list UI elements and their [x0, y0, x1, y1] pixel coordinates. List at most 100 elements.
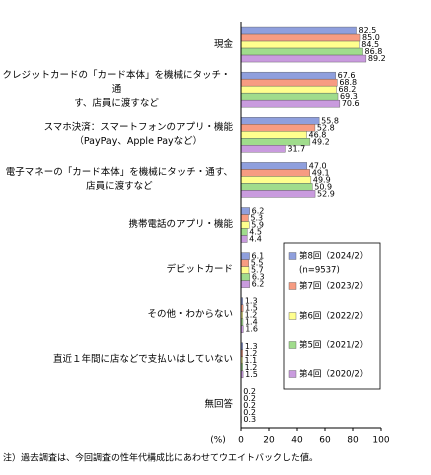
value-label: 47.0 [309, 161, 327, 170]
value-label: 82.5 [359, 26, 377, 35]
bar [240, 145, 286, 153]
x-tick-label: 100 [372, 436, 389, 446]
value-label: 0.2 [243, 408, 256, 417]
bar [240, 26, 357, 35]
category-text: その他・わからない [147, 309, 233, 321]
value-label: 89.2 [368, 54, 386, 63]
bar [240, 92, 339, 101]
x-tick-label: 20 [263, 436, 275, 446]
category-text: 無回答 [204, 399, 233, 411]
value-label: 0.2 [243, 394, 256, 403]
value-label: 49.9 [313, 175, 331, 184]
legend-label: 第7回（2023/2） [299, 281, 368, 292]
value-label: 68.8 [339, 78, 357, 87]
value-label: 4.5 [249, 228, 262, 237]
value-label: 6.1 [252, 252, 265, 261]
bar [240, 33, 361, 42]
value-label: 70.6 [342, 99, 360, 108]
category-text: 現金 [213, 38, 233, 50]
bar [240, 228, 248, 236]
value-label: 31.7 [287, 144, 305, 153]
legend-label: 第8回（2024/2） [299, 251, 368, 262]
bar [240, 54, 367, 63]
value-label: 69.3 [340, 92, 358, 101]
bar [240, 207, 250, 215]
category-text: クレジットカードの「カード本体」を機械にタッチ・通 す、店員に渡すなど [2, 69, 231, 109]
value-label: 5.9 [251, 221, 264, 230]
bar [240, 266, 250, 274]
value-label: 5.5 [251, 259, 264, 268]
category-label: 現金 [214, 38, 233, 52]
category-label: 無回答 [204, 398, 233, 412]
category-label: 電子マネーの「カード本体」を機械にタッチ・通す、 店員に渡すなど [6, 166, 233, 194]
legend-box [283, 242, 381, 390]
category-text: 電子マネーの「カード本体」を機械にタッチ・通す、 店員に渡すなど [5, 166, 233, 192]
value-label: 49.1 [312, 168, 330, 177]
legend-swatch [288, 341, 297, 349]
x-tick-label: 80 [347, 436, 359, 446]
value-label: 5.3 [250, 214, 263, 223]
category-text: 携帯電話のアプリ・機能 [128, 219, 233, 230]
bar [240, 40, 360, 49]
bar [240, 131, 307, 139]
value-label: 0.2 [243, 401, 256, 410]
legend-swatch [288, 370, 297, 378]
value-label: 52.8 [317, 123, 335, 132]
value-label: 50.9 [314, 182, 332, 191]
value-label: 46.8 [309, 130, 327, 139]
bar [240, 259, 249, 267]
value-label: 86.8 [365, 47, 383, 56]
bar [240, 280, 250, 288]
value-label: 6.2 [252, 280, 265, 289]
value-label: 85.0 [362, 33, 380, 42]
bar [240, 235, 248, 243]
bar [240, 183, 313, 191]
value-label: 52.9 [317, 189, 335, 198]
value-label: 1.6 [245, 325, 258, 334]
value-label: 1.2 [245, 311, 258, 320]
value-label: 1.1 [245, 356, 258, 365]
legend-swatch [288, 252, 297, 260]
legend-swatch [288, 282, 297, 290]
bar [240, 190, 316, 198]
category-text: スマホ決済：スマートフォンのアプリ・機能 （PayPay、Apple Payなど… [43, 121, 233, 147]
value-label: 68.2 [338, 85, 356, 94]
value-label: 55.8 [321, 116, 339, 125]
category-label: その他・わからない [147, 308, 233, 322]
value-label: 0.3 [243, 415, 256, 424]
value-label: 6.2 [252, 207, 265, 216]
value-label: 1.4 [245, 318, 258, 327]
x-tick-label: 0 [238, 436, 244, 446]
value-label: 5.7 [251, 266, 264, 275]
footnote: 注）過去調査は、今回調査の性年代構成比にあわせてウエイトバックした値。 [3, 452, 318, 464]
value-label: 1.2 [245, 363, 258, 372]
value-label: 4.4 [249, 235, 262, 244]
category-text: 直近１年間に店などで支払いはしていない [52, 354, 233, 366]
category-label: スマホ決済：スマートフォンのアプリ・機能 （PayPay、Apple Payなど… [44, 121, 233, 149]
legend-swatch [288, 312, 297, 320]
x-tick-label: 60 [319, 436, 331, 446]
bar [240, 221, 250, 229]
legend-note: (n=9537) [299, 266, 340, 276]
bar [240, 252, 250, 260]
value-label: 1.3 [245, 297, 258, 306]
legend-label: 第5回（2021/2） [299, 340, 368, 351]
bar [240, 169, 310, 177]
bar [240, 214, 249, 222]
bar [240, 162, 308, 170]
value-label: 1.3 [245, 342, 258, 351]
bar [240, 273, 251, 281]
value-label: 6.3 [252, 273, 265, 282]
bar [240, 85, 337, 94]
category-text: デビットカード [166, 264, 233, 276]
x-axis-label: (%) [210, 436, 226, 446]
value-label: 1.2 [245, 349, 258, 358]
value-label: 49.2 [312, 137, 330, 146]
bar [240, 71, 336, 80]
legend-label: 第4回（2020/2） [299, 369, 368, 380]
legend-label: 第6回（2022/2） [299, 311, 368, 322]
value-label: 0.2 [243, 387, 256, 396]
category-label: デビットカード [166, 263, 233, 277]
